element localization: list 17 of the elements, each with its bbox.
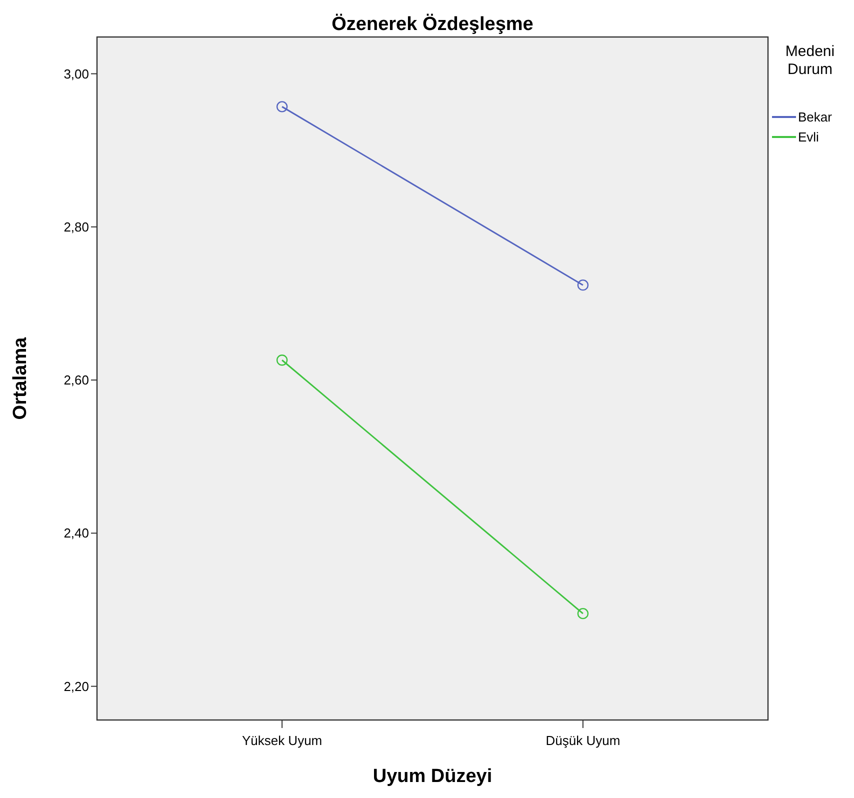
x-tick-label: Yüksek Uyum [242, 733, 322, 748]
y-tick-label: 2,80 [64, 219, 89, 234]
point [276, 101, 288, 112]
y-tick-label: 2,60 [64, 372, 89, 388]
point [577, 608, 589, 620]
legend-title: Medeni Durum [785, 43, 835, 78]
chart-title: Özenerek Özdeşleşme [332, 13, 534, 35]
legend-label: Evli [798, 130, 820, 145]
point [276, 354, 288, 366]
y-tick-label: 2,20 [64, 678, 89, 694]
point [577, 279, 589, 291]
y-axis-title: Ortalama [10, 336, 31, 420]
x-tick-label: Düşük Uyum [546, 733, 620, 748]
legend-label: Bekar [798, 110, 833, 125]
x-axis-title: Uyum Düzeyi [372, 766, 492, 787]
y-tick-label: 3,00 [64, 66, 89, 82]
y-tick-label: 2,40 [64, 526, 89, 541]
